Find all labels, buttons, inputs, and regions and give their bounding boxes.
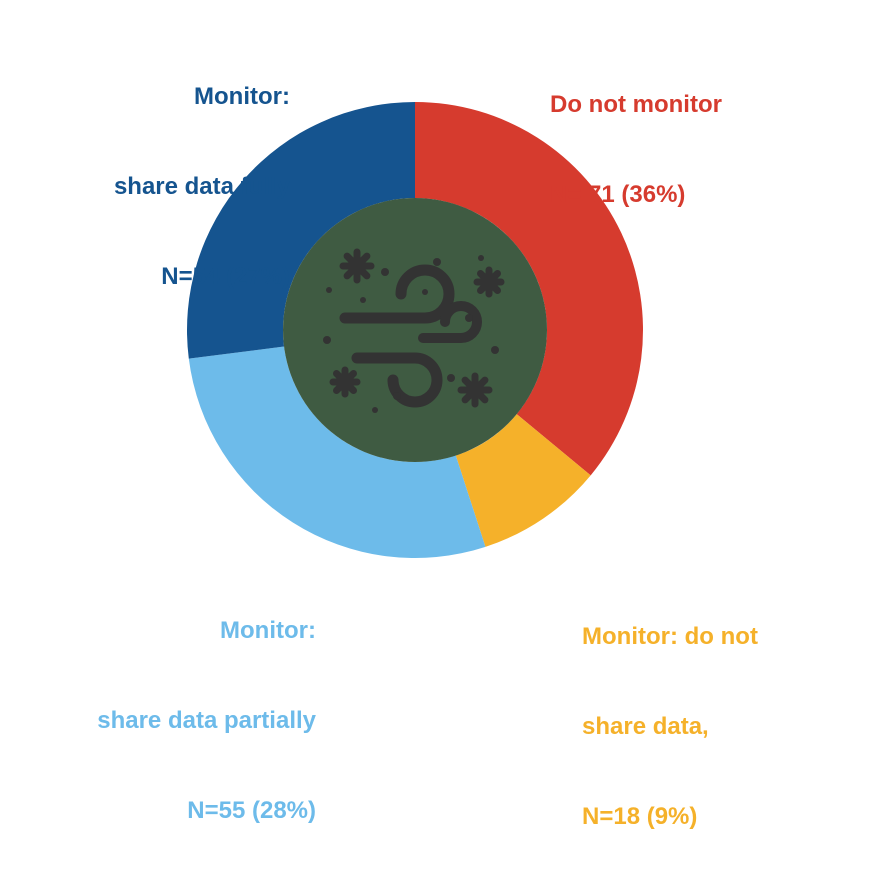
label-share-fully: Monitor: share data fully N=54 (27%) xyxy=(114,22,290,352)
label-line: share data partially xyxy=(97,706,316,736)
label-line: Monitor: do not xyxy=(582,622,758,652)
label-line: share data, xyxy=(582,712,758,742)
label-line: Do not monitor xyxy=(550,90,722,120)
label-line: Monitor: xyxy=(97,616,316,646)
label-line: Monitor: xyxy=(114,82,290,112)
center-circle xyxy=(283,198,547,462)
label-line: share data fully xyxy=(114,172,290,202)
label-line: N=18 (9%) xyxy=(582,802,758,832)
label-line: N=55 (28%) xyxy=(97,796,316,826)
label-share-partially: Monitor: share data partially N=55 (28%) xyxy=(97,556,316,886)
label-do-not-monitor: Do not monitor N= 71 (36%) xyxy=(550,30,722,270)
label-line: N=54 (27%) xyxy=(114,262,290,292)
label-no-share: Monitor: do not share data, N=18 (9%) xyxy=(582,562,758,892)
label-line: N= 71 (36%) xyxy=(550,180,722,210)
chart-stage: Do not monitor N= 71 (36%) Monitor: shar… xyxy=(0,0,880,660)
